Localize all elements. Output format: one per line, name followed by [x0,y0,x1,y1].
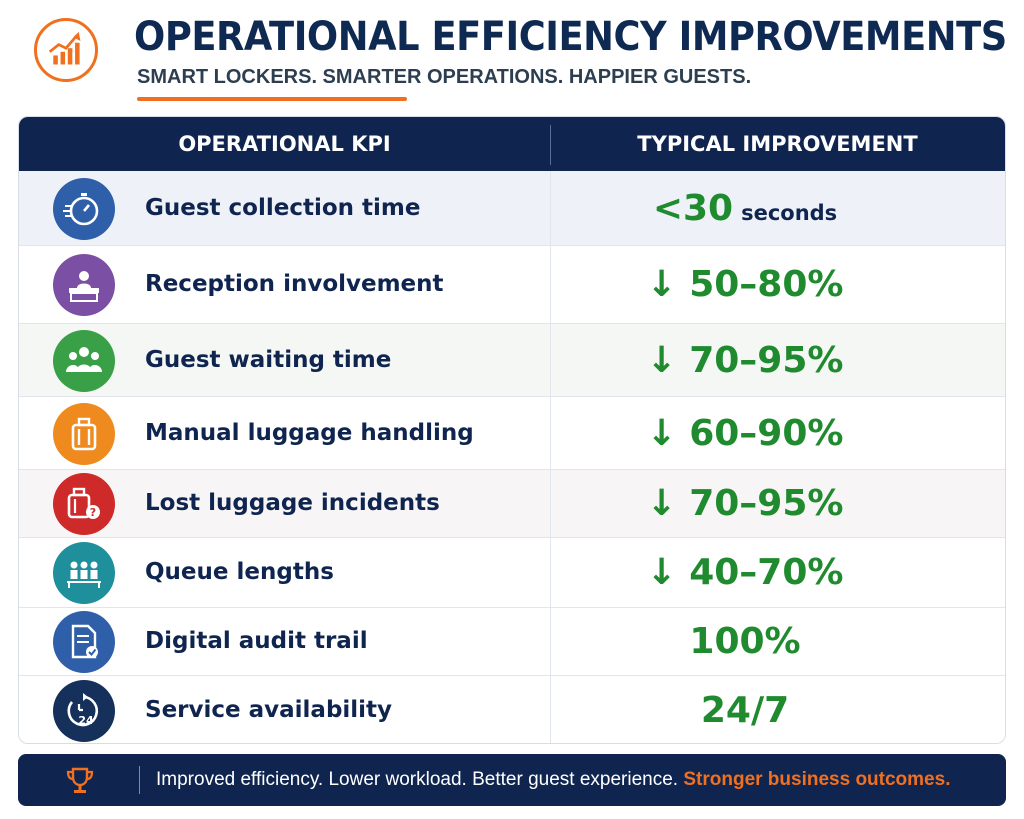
kpi-value: 100% [550,621,940,662]
luggage-icon [53,403,115,465]
column-header-kpi: OPERATIONAL KPI [178,132,391,156]
column-divider [550,246,551,323]
svg-text:?: ? [90,506,96,519]
kpi-value: ↓ 70–95% [550,483,940,524]
kpi-label: Manual luggage handling [145,420,474,446]
table-row: Digital audit trail 100% [19,608,1005,676]
kpi-value: ↓ 50–80% [550,264,940,305]
kpi-table: OPERATIONAL KPI TYPICAL IMPROVEMENT Gues… [18,116,1006,744]
table-row: Reception involvement ↓ 50–80% [19,246,1005,324]
footer-message: Improved efficiency. Lower workload. Bet… [156,769,679,790]
column-header-improvement: TYPICAL IMPROVEMENT [637,132,918,156]
kpi-value-number: ↓ 70–95% [646,340,844,381]
svg-text:24: 24 [78,714,94,727]
table-row: ? Lost luggage incidents ↓ 70–95% [19,470,1005,538]
group-people-icon [53,330,115,392]
title-underline [137,97,407,101]
table-row: Manual luggage handling ↓ 60–90% [19,397,1005,470]
kpi-label: Guest waiting time [145,347,392,373]
kpi-label: Service availability [145,697,393,723]
table-body: Guest collection time <30 seconds Reception… [19,171,1005,743]
kpi-value: 24/7 [550,690,940,731]
table-row: Guest waiting time ↓ 70–95% [19,324,1005,397]
column-divider [550,470,551,537]
kpi-value-number: ↓ 40–70% [646,552,844,593]
growth-chart-icon [34,18,98,82]
column-divider [550,608,551,675]
clock-24-icon: 24 [53,680,115,742]
kpi-value-number: 24/7 [700,690,790,731]
kpi-label: Digital audit trail [145,628,368,654]
table-row: Queue lengths ↓ 40–70% [19,538,1005,608]
kpi-label: Guest collection time [145,195,421,221]
column-divider [550,397,551,469]
audit-document-icon [53,611,115,673]
footer-highlight: Stronger business outcomes. [683,769,951,790]
queue-icon [53,542,115,604]
reception-desk-icon [53,254,115,316]
column-divider [550,171,551,245]
column-divider [550,676,551,743]
lost-luggage-icon: ? [53,473,115,535]
kpi-value-unit: seconds [741,201,838,225]
page-title: OPERATIONAL EFFICIENCY IMPROVEMENTS [134,14,1007,60]
kpi-label: Queue lengths [145,559,334,585]
kpi-value-number: ↓ 50–80% [646,264,844,305]
header-divider [550,125,551,165]
footer-text: Improved efficiency. Lower workload. Bet… [156,754,950,806]
stopwatch-icon [53,178,115,240]
footer-divider [139,766,140,794]
table-header: OPERATIONAL KPI TYPICAL IMPROVEMENT [19,117,1005,171]
page-subtitle: SMART LOCKERS. SMARTER OPERATIONS. HAPPI… [137,66,752,88]
table-row: 24 Service availability 24/7 [19,676,1005,743]
kpi-value: ↓ 70–95% [550,340,940,381]
table-row: Guest collection time <30 seconds [19,171,1005,246]
kpi-value: ↓ 60–90% [550,413,940,454]
kpi-value: <30 seconds [550,188,940,229]
kpi-label: Reception involvement [145,271,444,297]
column-divider [550,324,551,396]
kpi-value-number: ↓ 70–95% [646,483,844,524]
footer-banner: Improved efficiency. Lower workload. Bet… [18,754,1006,806]
kpi-label: Lost luggage incidents [145,490,440,516]
kpi-value-number: 100% [689,621,801,662]
kpi-value-number: ↓ 60–90% [646,413,844,454]
kpi-value: ↓ 40–70% [550,552,940,593]
kpi-value-number: <30 [652,188,734,229]
trophy-icon [64,765,96,797]
column-divider [550,538,551,607]
